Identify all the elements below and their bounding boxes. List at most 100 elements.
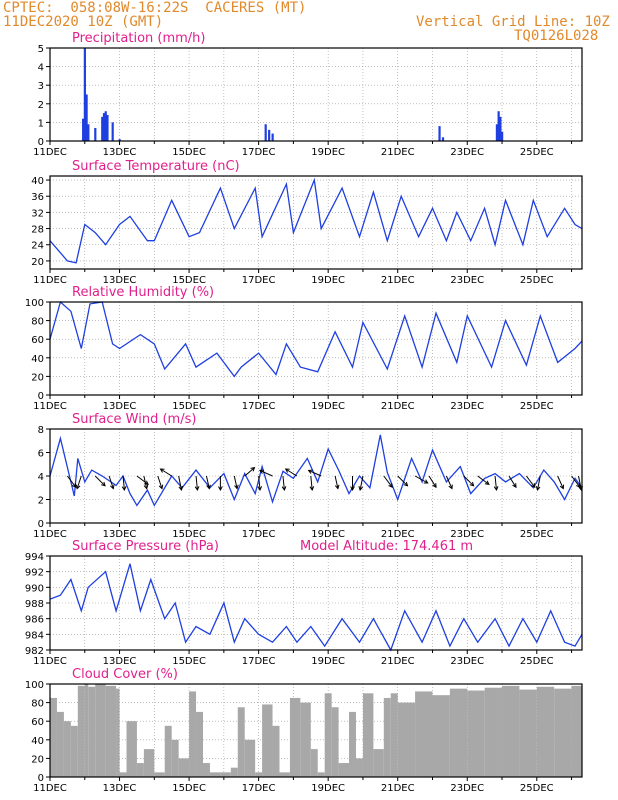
precip-bar — [441, 137, 445, 141]
panel-frame — [49, 301, 583, 396]
x-tick-label: 23DEC — [450, 275, 484, 286]
precip-bar — [271, 133, 274, 141]
wind-arrow — [66, 475, 77, 488]
x-tick-label: 13DEC — [103, 401, 137, 412]
cloud-cover-bar — [136, 763, 144, 777]
x-tick-label: 23DEC — [450, 783, 484, 794]
wind-arrow — [310, 475, 313, 491]
wind-arrow-head — [258, 469, 264, 474]
wind-arrow — [477, 475, 490, 485]
wind-arrow-head — [281, 486, 287, 492]
wind-arrow-head — [250, 466, 256, 472]
precip-bar — [268, 129, 271, 141]
x-tick-label: 13DEC — [103, 656, 137, 667]
cloud-cover-bar — [519, 689, 537, 777]
precip-bar — [501, 131, 504, 141]
wind-arrow-head — [512, 483, 517, 489]
wind-arrow-head — [350, 486, 355, 492]
cloud-cover-bar — [467, 690, 485, 777]
precip-bar — [264, 124, 267, 141]
x-tick-label: 19DEC — [311, 147, 345, 158]
panel-frame — [49, 555, 583, 651]
wind-arrow — [494, 475, 497, 491]
wind-arrow — [76, 475, 82, 489]
series-line — [49, 300, 583, 378]
y-tick-label: 3 — [38, 81, 44, 92]
wind-arrow-head — [110, 484, 115, 490]
wind-arrow — [285, 468, 298, 477]
wind-arrow — [578, 475, 582, 491]
cloud-cover-bar — [355, 758, 363, 777]
cloud-cover-bar — [237, 707, 245, 777]
wind-arrow — [195, 475, 198, 491]
y-tick-label: 1 — [38, 118, 44, 129]
x-tick-label: 23DEC — [450, 147, 484, 158]
grid-line-note: Vertical Grid Line: 10Z — [416, 14, 610, 30]
x-tick-label: 19DEC — [311, 529, 345, 540]
wind-arrow-head — [178, 486, 184, 492]
x-tick-label: 17DEC — [242, 783, 276, 794]
precip-bar — [82, 118, 85, 141]
wind-arrow — [122, 475, 125, 491]
cloud-cover-bar — [362, 693, 374, 777]
cloud-cover-bar — [143, 749, 155, 777]
x-tick-label: 21DEC — [381, 147, 415, 158]
cloud-cover-bar — [255, 772, 263, 777]
x-tick-label: 19DEC — [311, 275, 345, 286]
series-line — [49, 563, 583, 652]
y-tick-label: 6 — [38, 449, 44, 460]
precip-bar — [85, 94, 88, 141]
wind-arrow-head — [194, 486, 200, 492]
panel-title: Surface Temperature (nC) — [72, 159, 240, 174]
x-tick-label: 17DEC — [242, 275, 276, 286]
y-tick-label: 40 — [31, 736, 44, 747]
cloud-cover-bar — [56, 711, 64, 777]
y-tick-label: 60 — [31, 717, 44, 728]
wind-arrow-head — [218, 486, 223, 492]
y-tick-label: 5 — [38, 44, 44, 55]
cloud-cover-bar — [84, 684, 89, 777]
wind-arrow — [136, 475, 149, 485]
y-tick-label: 984 — [25, 630, 44, 641]
wind-arrow — [414, 475, 428, 484]
x-tick-label: 23DEC — [450, 401, 484, 412]
y-tick-label: 80 — [31, 317, 44, 328]
wind-arrow-head — [101, 481, 106, 487]
y-tick-label: 2 — [38, 100, 44, 111]
cloud-cover-bar — [571, 685, 582, 777]
x-tick-label: 23DEC — [450, 529, 484, 540]
wind-arrow-head — [576, 483, 581, 489]
wind-arrow — [244, 467, 255, 477]
x-tick-label: 25DEC — [520, 401, 554, 412]
wind-arrow-head — [469, 481, 475, 487]
wind-arrow — [143, 475, 148, 489]
cloud-cover-bar — [209, 772, 221, 777]
y-tick-label: 986 — [25, 615, 44, 626]
cloud-cover-bar — [63, 721, 71, 777]
wind-arrow-head — [159, 468, 165, 473]
wind-arrow — [525, 475, 536, 488]
y-tick-label: 0 — [38, 137, 44, 148]
wind-arrow-head — [257, 486, 263, 492]
cloud-cover-bar — [272, 725, 280, 777]
wind-arrow — [359, 475, 364, 491]
wind-arrow — [178, 475, 182, 491]
wind-arrow — [334, 475, 339, 489]
x-tick-label: 11DEC — [33, 529, 67, 540]
wind-arrow — [397, 475, 408, 487]
cloud-cover-bar — [331, 707, 339, 777]
precip-bar — [499, 116, 502, 141]
wind-arrow-head — [158, 484, 164, 490]
wind-arrow — [233, 475, 238, 489]
wind-arrow-head — [75, 484, 81, 490]
cloud-cover-bar — [338, 763, 350, 777]
wind-arrow-head — [358, 486, 364, 492]
cloud-cover-bar — [116, 688, 120, 777]
x-tick-label: 15DEC — [172, 656, 206, 667]
x-tick-label: 19DEC — [311, 401, 345, 412]
y-tick-label: 8 — [38, 425, 44, 436]
precip-bar — [438, 126, 441, 141]
panel-title: Cloud Cover (%) — [72, 667, 178, 682]
x-tick-label: 25DEC — [520, 656, 554, 667]
x-tick-label: 15DEC — [172, 401, 206, 412]
